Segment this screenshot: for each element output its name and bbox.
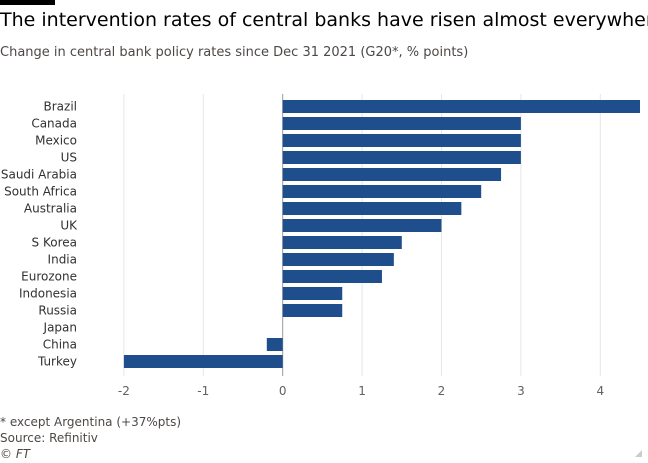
- bar: [282, 117, 521, 130]
- bar-chart: Brazil Canada Mexico US Saudi Arabia South Af…: [1, 94, 640, 398]
- category-label: Saudi Arabia: [1, 168, 77, 182]
- bar: [282, 270, 382, 283]
- x-tick-label: 1: [358, 384, 366, 398]
- resize-corner-icon: [635, 450, 642, 457]
- chart-subtitle: Change in central bank policy rates sinc…: [0, 45, 469, 60]
- chart-title: The intervention rates of central banks …: [0, 9, 648, 31]
- footnote: * except Argentina (+37%pts): [0, 415, 182, 429]
- x-tick-layer: -2 -1 0 1 2 3 4: [118, 384, 604, 398]
- bar: [282, 253, 394, 266]
- bar: [282, 185, 482, 198]
- ft-credit: © FT: [0, 447, 31, 461]
- bar: [282, 202, 462, 215]
- x-tick-label: 3: [517, 384, 525, 398]
- category-label: Eurozone: [21, 270, 77, 284]
- category-label: Japan: [43, 321, 77, 335]
- bar: [282, 100, 640, 113]
- category-label: S Korea: [32, 236, 77, 250]
- bar: [266, 338, 283, 351]
- category-label: Australia: [24, 202, 77, 216]
- x-tick-label: 0: [279, 384, 287, 398]
- x-tick-label: -1: [197, 384, 209, 398]
- category-label-layer: Brazil Canada Mexico US Saudi Arabia South Af…: [1, 100, 78, 369]
- category-label: South Africa: [4, 185, 77, 199]
- x-tick-label: 2: [438, 384, 446, 398]
- category-label: Canada: [31, 117, 77, 131]
- bar: [282, 151, 521, 164]
- category-label: Russia: [38, 304, 77, 318]
- category-label: India: [48, 253, 77, 267]
- category-label: Brazil: [44, 100, 78, 114]
- source-note: Source: Refinitiv: [0, 431, 98, 445]
- category-label: Turkey: [37, 355, 77, 369]
- bar: [282, 236, 402, 249]
- bar: [282, 134, 521, 147]
- category-label: US: [61, 151, 77, 165]
- x-tick-label: -2: [118, 384, 130, 398]
- category-label: Indonesia: [19, 287, 77, 301]
- category-label: UK: [60, 219, 78, 233]
- bar: [282, 168, 502, 181]
- category-label: China: [43, 338, 77, 352]
- x-tick-label: 4: [596, 384, 604, 398]
- top-rule: [0, 0, 55, 5]
- bar: [123, 355, 283, 368]
- bar-layer: [123, 100, 640, 368]
- bar: [282, 219, 442, 232]
- category-label: Mexico: [35, 134, 77, 148]
- bar: [282, 304, 343, 317]
- bar: [282, 287, 343, 300]
